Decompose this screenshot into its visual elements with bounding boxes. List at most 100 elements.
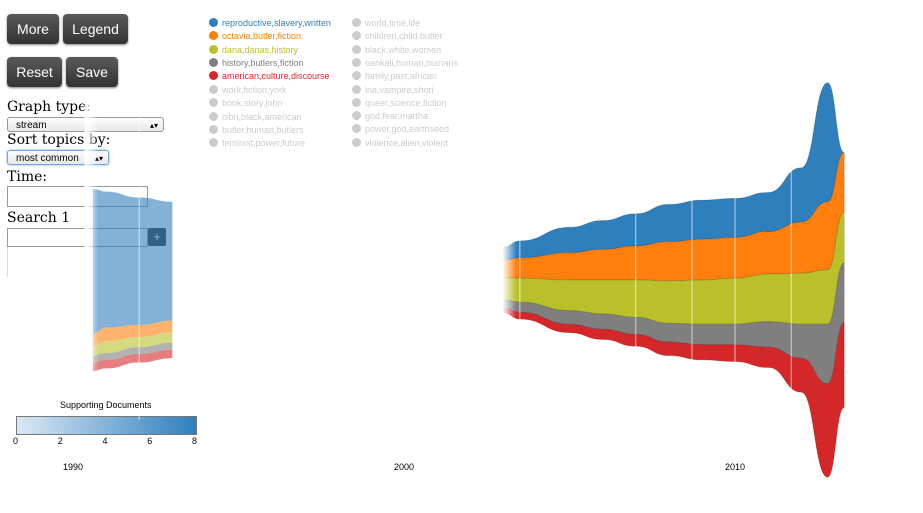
legend-label: black,white,women (365, 44, 442, 55)
legend-dot-icon (352, 84, 361, 94)
legend-label: ina,vampire,shori (365, 84, 434, 95)
legend-item-inactive[interactable]: isbn,black,american (209, 111, 302, 122)
graph-type-label: Graph type: (7, 99, 92, 115)
more-button[interactable]: More (7, 14, 59, 44)
legend-dot-icon (209, 124, 218, 134)
legend-item-inactive[interactable]: power,god,earthseed (352, 124, 449, 134)
select-arrows-icon: ▴▾ (149, 121, 158, 130)
scale-tick: 2 (57, 436, 63, 446)
stream-segment-early[interactable] (92, 189, 173, 334)
scale-bar (16, 416, 197, 435)
legend-dot-icon (352, 57, 361, 67)
sort-label: Sort topics by: (7, 132, 111, 148)
legend-dot-icon (209, 57, 218, 67)
legend-item-inactive[interactable]: god,fear,martha (352, 111, 428, 121)
legend-item-inactive[interactable]: violence,alien,violent (352, 137, 449, 148)
legend-item-inactive[interactable]: world,time,life (352, 18, 420, 28)
legend-item-inactive[interactable]: work,fiction,york (209, 85, 287, 95)
legend-item-active[interactable]: american,culture,discourse (209, 71, 330, 81)
legend-dot-icon (209, 111, 218, 121)
legend-item-active[interactable]: history,butlers,fiction (209, 57, 304, 68)
legend-label: book,story,john (222, 98, 283, 109)
legend-item-active[interactable]: octavia,butler,fiction (209, 31, 301, 41)
stream-layer[interactable] (92, 262, 845, 385)
legend-dot-icon (209, 98, 218, 108)
graph-type-select[interactable]: stream ▴▾ (7, 117, 164, 132)
x-tick-label: 2000 (394, 462, 414, 472)
scale-title: Supporting Documents (60, 400, 152, 410)
scale-tick: 0 (13, 436, 19, 446)
legend-dot-icon (352, 124, 361, 134)
stream-layer[interactable] (92, 211, 845, 356)
x-tick-label: 2010 (725, 462, 745, 472)
sort-value: most common (16, 153, 79, 164)
legend-button[interactable]: Legend (63, 14, 128, 44)
stream-segment-early[interactable] (92, 349, 173, 371)
stream-segment-late[interactable] (502, 307, 845, 478)
stream-layer[interactable] (92, 82, 845, 334)
legend-dot-icon (352, 44, 361, 54)
legend-label: american,culture,discourse (222, 71, 330, 82)
legend-item-inactive[interactable]: family,past,african (352, 71, 437, 81)
save-button[interactable]: Save (66, 57, 118, 87)
legend-label: feminist,power,future (222, 138, 306, 149)
legend-label: world,time,life (365, 18, 421, 28)
sort-select[interactable]: most common ▴▾ (7, 150, 109, 165)
legend-label: children,child,butler (365, 31, 443, 42)
legend-dot-icon (209, 31, 218, 41)
legend-label: dana,danas,history (222, 44, 299, 55)
legend-item-inactive[interactable]: feminist,power,future (209, 138, 305, 148)
search-input[interactable] (7, 228, 148, 247)
legend-item-inactive[interactable]: queer,science,fiction (352, 97, 447, 108)
legend-label: reproductive,slavery,written (222, 18, 331, 28)
stream-segment-early[interactable] (92, 332, 173, 356)
stream-segment-early[interactable] (92, 320, 173, 346)
legend-item-inactive[interactable]: butler,human,butlers (209, 124, 304, 135)
legend-label: family,past,african (365, 71, 437, 82)
stream-layer[interactable] (92, 151, 845, 346)
scale-tick: 8 (192, 436, 198, 446)
stream-segment-early[interactable] (92, 342, 173, 363)
legend-dot-icon (209, 71, 218, 81)
stream-segment-late[interactable] (502, 151, 845, 282)
graph-type-value: stream (16, 120, 47, 131)
legend-label: oankali,human,humans (365, 57, 459, 68)
time-input[interactable] (7, 186, 148, 207)
legend-item-inactive[interactable]: oankali,human,humans (352, 57, 459, 68)
fade-left (502, 100, 517, 380)
legend-label: butler,human,butlers (222, 124, 304, 135)
legend-item-active[interactable]: reproductive,slavery,written (209, 18, 331, 28)
search-label: Search 1 (7, 210, 71, 226)
legend-item-inactive[interactable]: children,child,butler (352, 31, 443, 41)
legend-dot-icon (209, 44, 218, 54)
legend-dot-icon (352, 111, 361, 121)
legend-item-inactive[interactable]: black,white,women (352, 44, 442, 55)
reset-button[interactable]: Reset (7, 57, 62, 87)
stream-segment-late[interactable] (502, 82, 845, 261)
legend-label: violence,alien,violent (365, 137, 449, 148)
scale-tick: 6 (147, 436, 153, 446)
legend-label: work,fiction,york (222, 85, 287, 95)
legend-item-inactive[interactable]: ina,vampire,shori (352, 84, 434, 95)
stream-layer[interactable] (92, 307, 845, 478)
legend-dot-icon (352, 97, 361, 107)
legend-label: power,god,earthseed (365, 124, 450, 135)
legend-label: history,butlers,fiction (222, 57, 304, 68)
legend-label: octavia,butler,fiction (222, 31, 302, 42)
stream-segment-late[interactable] (502, 211, 845, 325)
stream-segment-late[interactable] (502, 262, 845, 385)
legend-item-inactive[interactable]: book,story,john (209, 98, 282, 108)
search-divider (7, 247, 8, 277)
add-search-button[interactable]: + (148, 228, 166, 246)
legend-label: isbn,black,american (222, 111, 302, 122)
legend-dot-icon (352, 137, 361, 147)
legend-dot-icon (352, 71, 361, 81)
legend-item-active[interactable]: dana,danas,history (209, 44, 299, 55)
scale-tick: 4 (102, 436, 108, 446)
legend-dot-icon (209, 18, 218, 27)
legend-label: god,fear,martha (365, 111, 429, 122)
fade-right (176, 100, 191, 380)
select-arrows-icon: ▴▾ (94, 154, 103, 163)
legend-dot-icon (352, 18, 361, 27)
